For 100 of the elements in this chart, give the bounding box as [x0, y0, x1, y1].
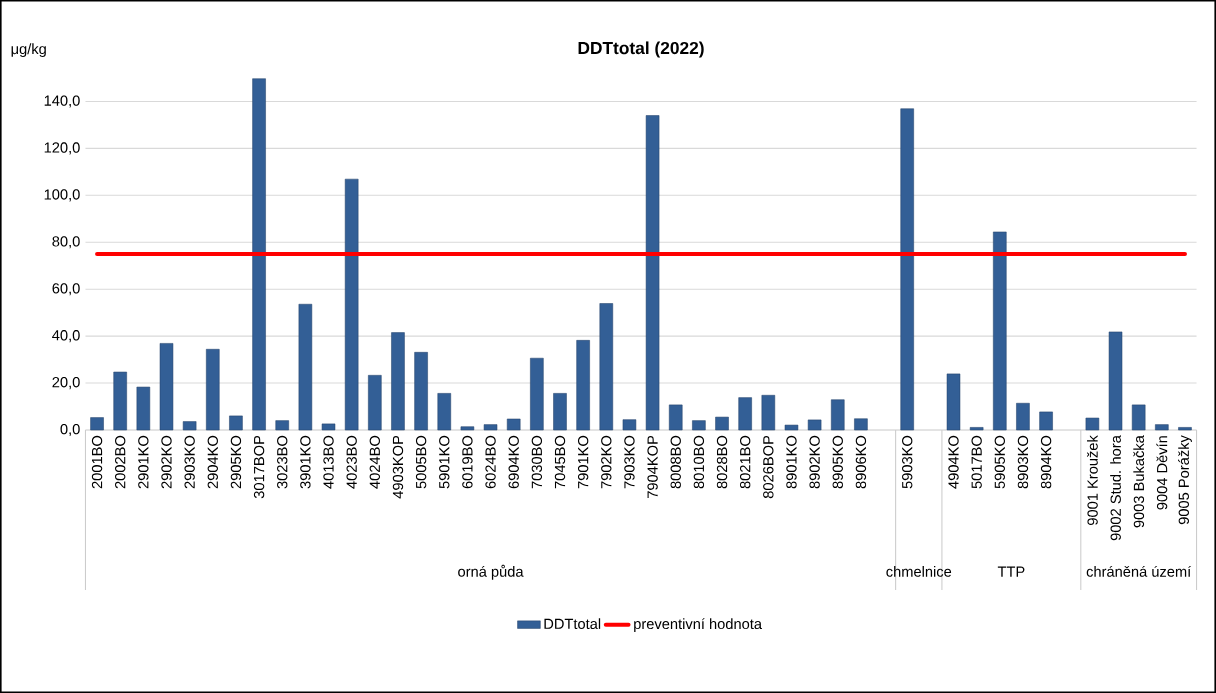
x-tick-label: 8902KO [809, 435, 820, 489]
x-tick-label: 8904KO [1040, 435, 1052, 489]
bar [159, 343, 174, 431]
x-tick-label: 2904KO [207, 435, 218, 489]
bar [321, 423, 336, 431]
bar [182, 421, 197, 431]
bar [645, 115, 660, 431]
bar [668, 404, 683, 431]
x-tick-label: 8901KO [786, 435, 797, 489]
y-tick-label: 80,0 [52, 236, 80, 249]
bar [784, 424, 799, 431]
x-tick-label: 7904KOP [647, 435, 658, 498]
bar [946, 373, 961, 431]
bar [391, 332, 405, 431]
bar [252, 78, 266, 431]
legend-label: preventivní hodnota [634, 618, 763, 632]
x-tick-label: 8008BO [670, 435, 681, 489]
x-tick-label: 7901KO [577, 435, 589, 489]
x-tick-label: 8906KO [855, 435, 867, 489]
x-tick-label: 5005BO [415, 435, 427, 489]
x-tick-label: 2905KO [230, 435, 242, 489]
bar [761, 395, 776, 431]
x-tick-label: 8021BO [739, 435, 751, 489]
y-tick-label: 0,0 [60, 423, 80, 437]
chart-title: DDTtotal (2022) [578, 41, 704, 58]
bar [1178, 427, 1192, 431]
y-tick-label: 60,0 [52, 283, 80, 296]
x-tick-label: 7902KO [601, 435, 612, 489]
bar [90, 417, 104, 431]
x-tick-label: 9003 Bukačka [1133, 435, 1145, 528]
x-tick-label: 2902KO [161, 435, 172, 489]
text: TTP [997, 566, 1025, 577]
x-tick-label: 9004 Děvín [1156, 436, 1168, 510]
x-tick-label: 7030BO [531, 435, 543, 489]
x-tick-label: 5905KO [994, 435, 1005, 489]
x-tick-label: 3017BOP [253, 435, 265, 499]
bar [206, 349, 220, 431]
bar [1016, 402, 1030, 431]
legend-label: DDTtotal [544, 618, 601, 630]
x-tick-label: 2903KO [184, 435, 195, 489]
bar [900, 108, 914, 431]
y-tick-label: 140,0 [44, 95, 80, 108]
x-tick-label: 2002BO [115, 435, 126, 489]
bar [113, 371, 127, 431]
x-tick-label: 7045BO [554, 435, 566, 489]
x-tick-label: 5017BO [971, 435, 982, 489]
bar [993, 231, 1007, 431]
x-tick-label: 8903KO [1017, 435, 1029, 489]
bar [275, 420, 289, 431]
bar [738, 397, 752, 431]
bar [715, 416, 729, 431]
x-tick-label: 3901KO [300, 435, 311, 489]
y-tick-label: 100,0 [44, 189, 80, 202]
bar [136, 386, 151, 431]
x-tick-label: 3023BO [277, 435, 288, 489]
x-tick-label: 2901KO [138, 435, 149, 489]
y-tick-label: 120,0 [44, 142, 80, 155]
y-axis-title: μg/kg [11, 43, 46, 58]
bar [854, 418, 868, 431]
y-tick-label: 40,0 [52, 330, 80, 343]
x-tick-label: 9001 Kroužek [1086, 435, 1098, 525]
text: chráněná území [1086, 565, 1192, 577]
bar [344, 178, 359, 431]
x-tick-label: 4904KO [948, 435, 959, 489]
bar [229, 415, 243, 431]
bar [553, 393, 567, 431]
bar [414, 352, 428, 431]
bar [599, 303, 614, 431]
x-tick-label: 9002 Stud. hora [1110, 435, 1121, 541]
x-tick-label: 5901KO [439, 435, 450, 489]
bar [622, 419, 637, 431]
y-tick-label: 20,0 [52, 377, 80, 390]
x-tick-label: 9005 Porážky [1178, 435, 1192, 525]
bar [807, 419, 822, 431]
x-tick-label: 4903KOP [392, 435, 404, 499]
x-tick-label: 8028BO [716, 435, 728, 489]
bar [1039, 411, 1053, 431]
x-tick-label: 4024BO [369, 435, 381, 489]
bar [692, 420, 706, 431]
bar [298, 303, 313, 431]
x-tick-label: 5903KO [902, 435, 913, 489]
bar [1108, 331, 1123, 431]
x-tick-label: 6019BO [462, 435, 473, 489]
x-tick-label: 8905KO [832, 435, 843, 489]
bar [969, 427, 984, 431]
bar [576, 340, 590, 431]
text: orná půda [458, 564, 524, 580]
bar [460, 426, 475, 431]
bar [368, 375, 382, 431]
text: chmelnice [886, 566, 952, 577]
bar [437, 393, 452, 431]
x-tick-label: 8026BOP [763, 435, 774, 499]
bar [1155, 424, 1169, 431]
x-tick-label: 6904KO [508, 435, 519, 489]
x-tick-label: 7903KO [624, 435, 635, 489]
bar [1131, 404, 1146, 431]
x-tick-label: 2001BO [91, 435, 103, 489]
x-tick-label: 4013BO [323, 435, 334, 489]
x-tick-label: 4023BO [346, 435, 357, 489]
bar [831, 399, 845, 431]
